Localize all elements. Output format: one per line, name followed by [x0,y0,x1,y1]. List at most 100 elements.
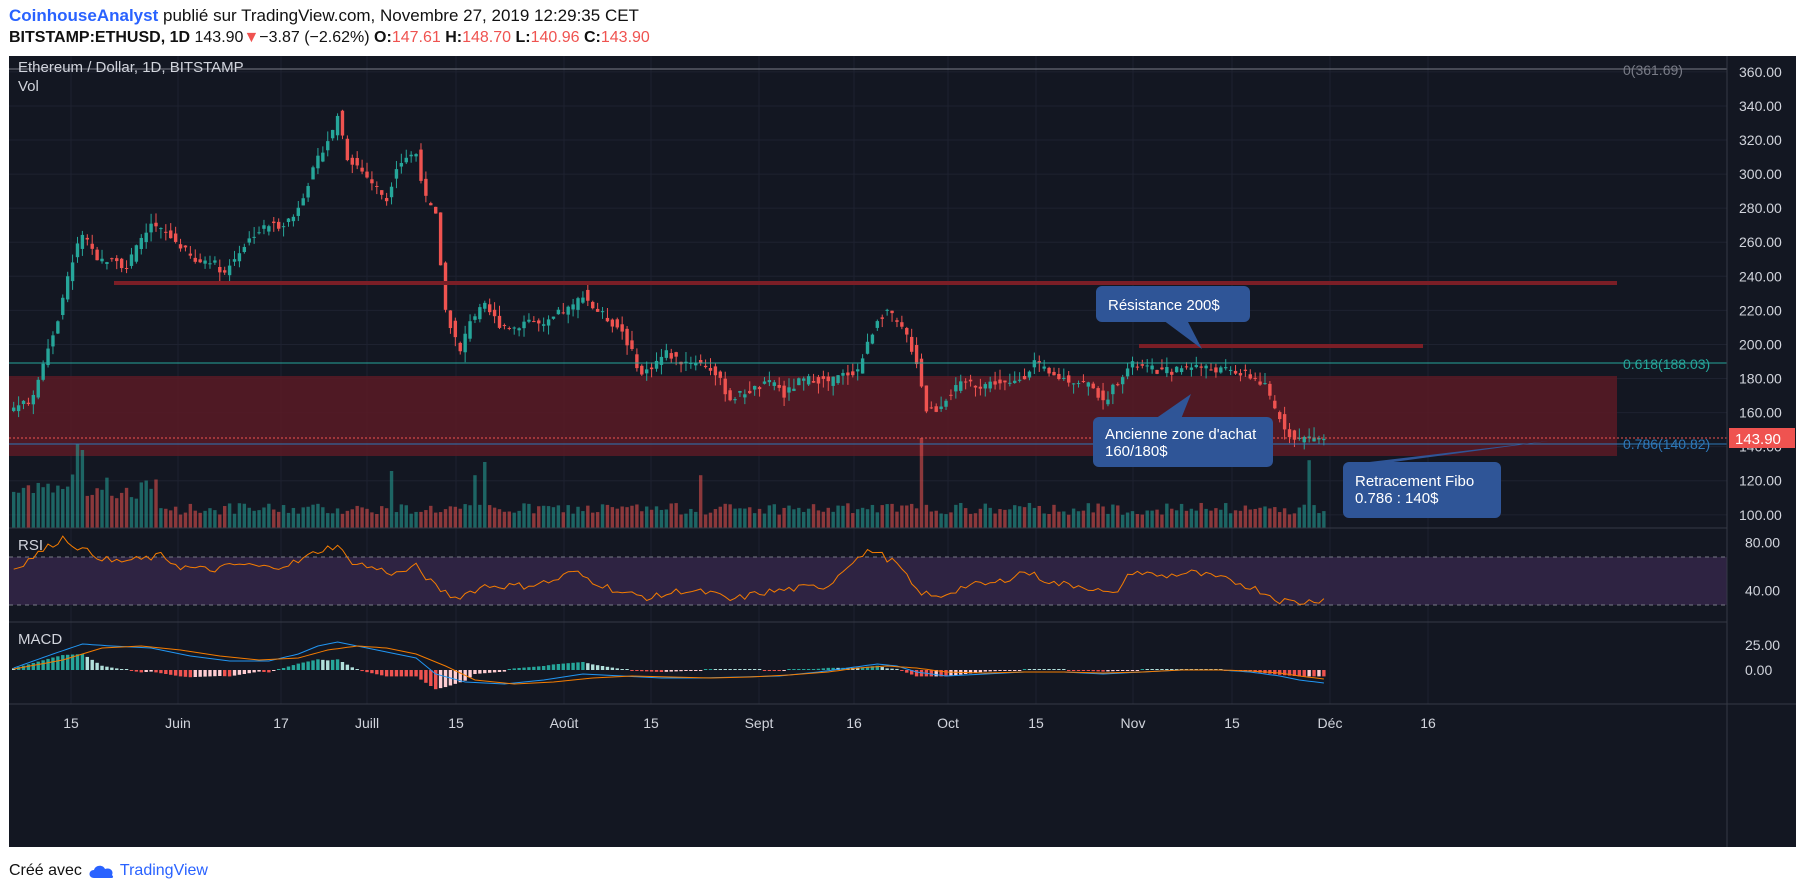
candle-body [670,353,673,359]
candle-body [346,139,349,160]
volume-bar [262,507,265,528]
volume-bar [792,509,795,528]
candle-body [665,350,668,358]
candle-body [532,321,535,322]
tradingview-link[interactable]: TradingView [120,862,208,880]
volume-bar [91,495,94,528]
candle-body [1204,366,1207,369]
time-tick-label: 16 [1420,715,1436,731]
macd-histogram-bar [807,669,810,670]
candle-body [1160,368,1163,370]
volume-bar [115,498,118,528]
time-tick-label: 15 [448,715,464,731]
candle-body [841,373,844,376]
candle-body [984,384,987,388]
volume-bar [1155,510,1158,528]
macd-histogram-bar [86,657,89,670]
macd-histogram-bar [1101,670,1104,672]
candle-body [851,371,854,375]
macd-histogram-bar [1087,670,1090,671]
candle-body [419,150,422,181]
macd-histogram-bar [581,662,584,670]
volume-bar [1028,503,1031,528]
candle-body [194,258,197,262]
close-label: C: [584,29,601,46]
volume-bar [385,508,388,528]
candle-body [1042,367,1045,369]
candle-body [12,408,15,411]
macd-histogram-bar [802,669,805,670]
candle-body [164,232,167,233]
candle-body [135,245,138,261]
volume-bar [41,487,44,528]
volume-bar [1111,505,1114,528]
high-value: 148.70 [462,29,511,46]
macd-histogram-bar [655,670,658,672]
volume-bar [120,493,123,528]
volume-bar [616,509,619,528]
macd-histogram-bar [537,666,540,670]
candle-body [429,203,432,205]
volume-bar [871,505,874,528]
candle-body [154,223,157,227]
candle-body [836,375,839,383]
candle-body [331,130,334,138]
candle-body [1136,367,1139,368]
volume-bar [782,508,785,528]
price-tick-label: 180.00 [1739,371,1782,387]
volume-bar [748,507,751,528]
macd-tick-label: 0.00 [1745,662,1772,678]
volume-bar [444,509,447,528]
volume-bar [1190,509,1193,528]
candle-body [910,337,913,352]
candle-body [51,335,54,346]
volume-bar [571,514,574,528]
candle-body [493,310,496,316]
volume-bar [32,493,35,528]
macd-histogram-bar [37,662,40,670]
candle-body [635,354,638,368]
macd-histogram-bar [248,670,251,673]
candle-body [463,334,466,353]
volume-bar [390,471,393,528]
chart-canvas[interactable]: 0(361.69) 0.618(188.03) 0.786(140.82) Et… [9,56,1796,847]
volume-bar [576,507,579,528]
candle-body [1028,372,1031,378]
author-link[interactable]: CoinhouseAnalyst [9,6,158,25]
candle-body [91,244,94,249]
macd-histogram-bar [547,665,550,670]
macd-histogram-bar [679,670,682,671]
macd-histogram-bar [1013,670,1016,671]
candle-body [802,378,805,380]
volume-bar [1288,514,1291,528]
candle-body [1121,377,1124,384]
macd-histogram-bar [154,670,157,672]
macd-histogram-bar [812,669,815,670]
candle-body [998,380,1001,384]
volume-bar [449,506,452,528]
volume-bar [233,514,236,528]
volume-bar [370,512,373,528]
open-label: O: [374,29,392,46]
volume-bar [17,493,20,528]
close-value: 143.90 [601,29,650,46]
volume-bar [1239,511,1242,528]
price-tick-label: 220.00 [1739,302,1782,318]
macd-histogram-bar [763,670,766,671]
volume-bar [935,511,938,528]
volume-bar [493,508,496,528]
candle-body [571,304,574,309]
macd-histogram-bar [988,670,991,671]
macd-histogram-bar [331,660,334,670]
low-value: 140.96 [531,29,580,46]
candle-body [1047,368,1050,374]
price-tick-label: 280.00 [1739,200,1782,216]
candle-body [110,258,113,259]
macd-histogram-bar [517,668,520,670]
tradingview-cloud-icon [86,862,116,880]
volume-bar [724,504,727,528]
candle-body [1165,367,1168,373]
candle-body [355,158,358,165]
macd-histogram-bar [27,664,30,670]
volume-bar [694,512,697,528]
